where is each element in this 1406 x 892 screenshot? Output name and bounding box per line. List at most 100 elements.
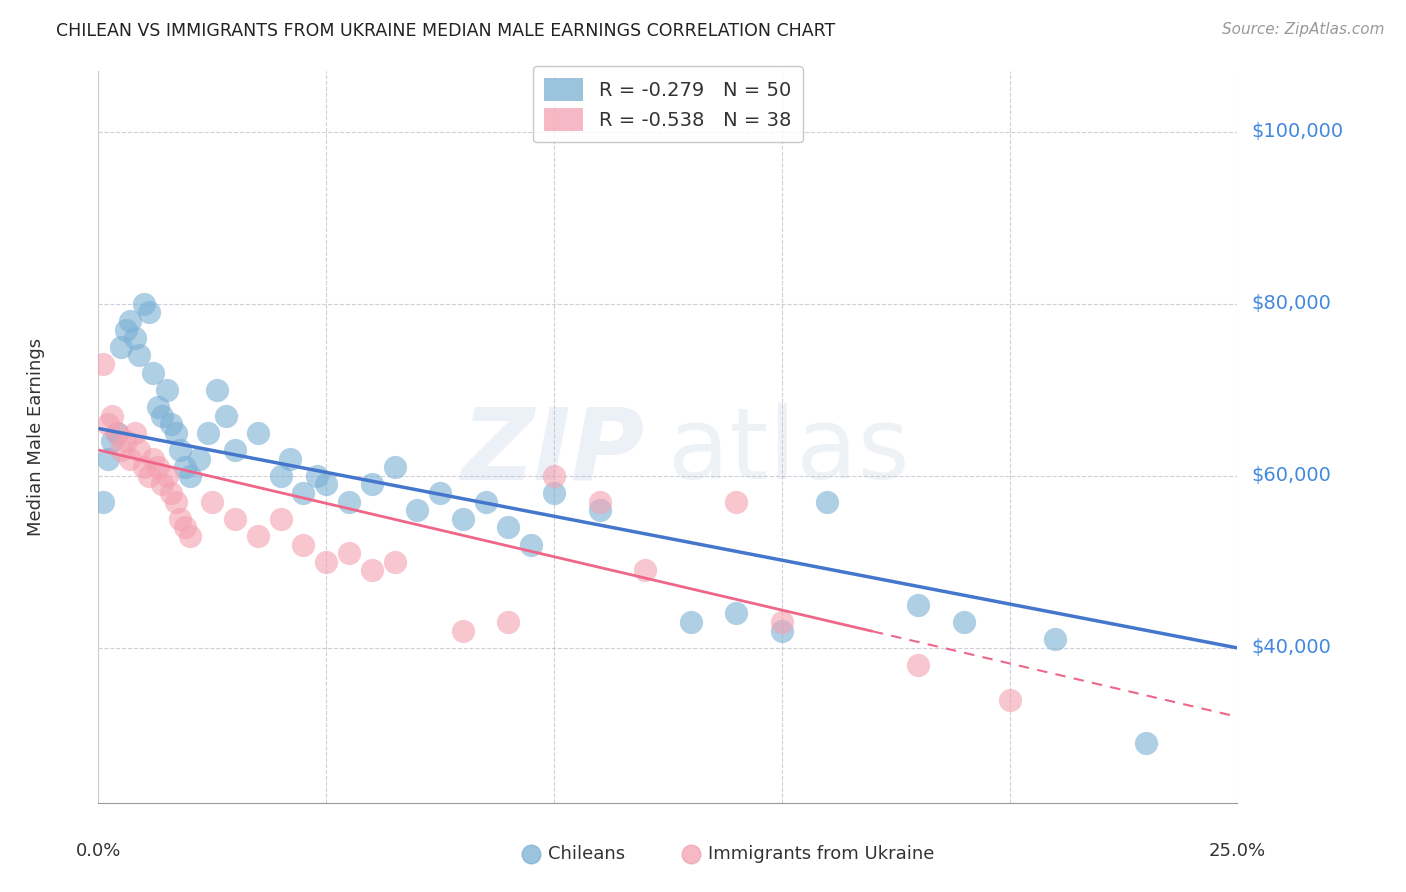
Point xyxy=(292,538,315,552)
Point xyxy=(307,468,329,483)
Text: $60,000: $60,000 xyxy=(1251,467,1331,485)
Point xyxy=(337,494,360,508)
Point xyxy=(156,383,179,397)
Legend: R = -0.279   N = 50, R = -0.538   N = 38: R = -0.279 N = 50, R = -0.538 N = 38 xyxy=(533,66,803,143)
Point xyxy=(120,314,142,328)
Point xyxy=(384,460,406,475)
Text: 25.0%: 25.0% xyxy=(1209,842,1265,860)
Point xyxy=(429,486,451,500)
Point xyxy=(770,615,793,629)
Point xyxy=(114,434,136,449)
Point xyxy=(215,409,238,423)
Point xyxy=(543,486,565,500)
Point xyxy=(360,564,382,578)
Point xyxy=(406,503,429,517)
Point xyxy=(128,442,150,457)
Point xyxy=(201,494,224,508)
Point xyxy=(156,468,179,483)
Point xyxy=(179,468,201,483)
Point xyxy=(384,555,406,569)
Point xyxy=(110,340,132,354)
Point xyxy=(132,460,155,475)
Text: CHILEAN VS IMMIGRANTS FROM UKRAINE MEDIAN MALE EARNINGS CORRELATION CHART: CHILEAN VS IMMIGRANTS FROM UKRAINE MEDIA… xyxy=(56,22,835,40)
Point xyxy=(270,512,292,526)
Point xyxy=(146,400,169,414)
Point xyxy=(315,555,337,569)
Point xyxy=(132,296,155,310)
Point xyxy=(187,451,209,466)
Point xyxy=(114,322,136,336)
Text: 0.0%: 0.0% xyxy=(76,842,121,860)
Point xyxy=(165,425,187,440)
Point xyxy=(634,564,657,578)
Point xyxy=(150,477,173,491)
Point xyxy=(679,615,702,629)
Point xyxy=(142,451,165,466)
Point xyxy=(451,512,474,526)
Point xyxy=(105,425,128,440)
Point xyxy=(138,305,160,319)
Point xyxy=(96,451,118,466)
Text: Median Male Earnings: Median Male Earnings xyxy=(27,338,45,536)
Point xyxy=(953,615,976,629)
Text: $80,000: $80,000 xyxy=(1251,294,1331,313)
Point xyxy=(246,529,269,543)
Point xyxy=(105,425,128,440)
Text: ZIP: ZIP xyxy=(463,403,645,500)
Point xyxy=(165,494,187,508)
Point xyxy=(543,468,565,483)
Point xyxy=(224,442,246,457)
Point xyxy=(907,598,929,612)
Point xyxy=(998,692,1021,706)
Point xyxy=(128,348,150,362)
Point xyxy=(337,546,360,560)
Point xyxy=(588,503,610,517)
Point xyxy=(498,615,520,629)
Point xyxy=(360,477,382,491)
Point xyxy=(725,607,748,621)
Point xyxy=(179,529,201,543)
Point xyxy=(169,512,191,526)
Point xyxy=(91,494,114,508)
Point xyxy=(292,486,315,500)
Point xyxy=(1043,632,1066,647)
Point xyxy=(120,451,142,466)
Point xyxy=(224,512,246,526)
Point xyxy=(907,658,929,673)
Point xyxy=(315,477,337,491)
Point xyxy=(205,383,228,397)
Point xyxy=(588,494,610,508)
Point xyxy=(278,451,301,466)
Text: Immigrants from Ukraine: Immigrants from Ukraine xyxy=(707,845,934,863)
Point xyxy=(160,417,183,432)
Point xyxy=(1135,735,1157,749)
Point xyxy=(124,425,146,440)
Point xyxy=(91,357,114,371)
Point xyxy=(246,425,269,440)
Point xyxy=(520,538,543,552)
Point xyxy=(101,434,124,449)
Point xyxy=(197,425,219,440)
Point xyxy=(451,624,474,638)
Text: atlas: atlas xyxy=(668,403,910,500)
Point xyxy=(138,468,160,483)
Point xyxy=(142,366,165,380)
Text: Chileans: Chileans xyxy=(548,845,626,863)
Point xyxy=(160,486,183,500)
Point xyxy=(270,468,292,483)
Text: Source: ZipAtlas.com: Source: ZipAtlas.com xyxy=(1222,22,1385,37)
Point xyxy=(174,460,197,475)
Point xyxy=(815,494,838,508)
Point xyxy=(498,520,520,534)
Point xyxy=(725,494,748,508)
Point xyxy=(770,624,793,638)
Point xyxy=(174,520,197,534)
Point xyxy=(474,494,496,508)
Point xyxy=(169,442,191,457)
Point xyxy=(101,409,124,423)
Point xyxy=(110,442,132,457)
Text: $40,000: $40,000 xyxy=(1251,639,1331,657)
Point xyxy=(124,331,146,345)
Point xyxy=(96,417,118,432)
Point xyxy=(150,409,173,423)
